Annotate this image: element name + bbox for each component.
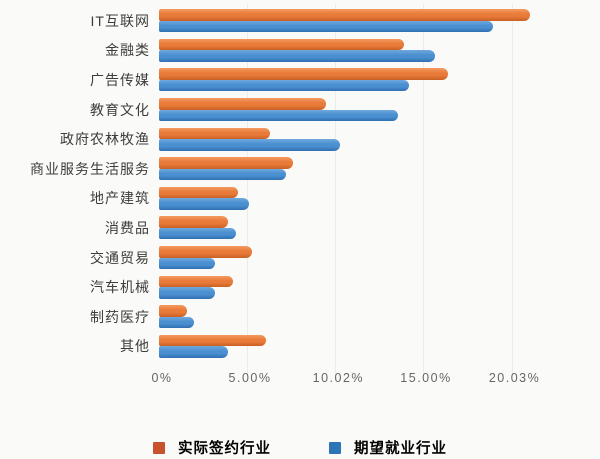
x-tick-label: 20.03% [488, 371, 541, 386]
bar-actual-signed [159, 9, 531, 21]
bar-actual-signed [159, 186, 239, 199]
x-axis: 0% 5.00% 10.02% 15.00% 20.03% [0, 371, 600, 397]
bar-expected [159, 79, 409, 92]
bar-track [159, 334, 600, 358]
category-label: 制药医疗 [90, 308, 150, 325]
legend-swatch-expected [329, 441, 341, 454]
bar-track [159, 157, 600, 181]
chart-row: 汽车机械 [0, 272, 600, 302]
gridlines [0, 4, 600, 376]
bar-expected [159, 20, 494, 33]
chart-row: 地产建筑 [0, 184, 600, 214]
bar-expected [159, 168, 286, 181]
bar-actual-signed [159, 216, 228, 228]
category-label: 汽车机械 [90, 279, 150, 296]
category-label: 广告传媒 [90, 71, 150, 88]
bar-expected [159, 139, 341, 151]
bar-expected [159, 50, 436, 62]
bar-track [159, 9, 600, 33]
category-label: 商业服务生活服务 [30, 160, 150, 177]
category-label: 其他 [120, 338, 150, 355]
chart-row: 教育文化 [0, 95, 600, 125]
chart-row: 其他 [0, 332, 600, 362]
x-tick-label: 5.00% [228, 371, 272, 386]
chart-row: 商业服务生活服务 [0, 154, 600, 184]
chart-row: 广告传媒 [0, 65, 600, 95]
legend-swatch-actual-signed [153, 441, 165, 454]
bar-expected [159, 227, 237, 240]
bar-actual-signed [159, 246, 253, 258]
bar-actual-signed [159, 127, 270, 140]
bar-expected [159, 346, 228, 358]
bar-track [159, 186, 600, 210]
legend-label-actual-signed: 实际签约行业 [178, 441, 271, 458]
legend-item-actual-signed: 实际签约行业 [153, 437, 271, 458]
plot-area: IT互联网金融类广告传媒教育文化政府农林牧渔商业服务生活服务地产建筑消费品交通贸… [0, 4, 600, 397]
category-label: 地产建筑 [90, 190, 150, 207]
category-label: 金融类 [105, 42, 150, 59]
category-label: IT互联网 [90, 12, 150, 29]
bar-expected [159, 287, 216, 299]
x-tick-label: 0% [151, 371, 173, 386]
chart-row: 交通贸易 [0, 243, 600, 273]
bar-track [159, 216, 600, 240]
bar-track [159, 275, 600, 299]
chart-row: 金融类 [0, 36, 600, 66]
bar-expected [159, 316, 195, 329]
bar-actual-signed [159, 334, 267, 347]
chart-row: 制药医疗 [0, 302, 600, 332]
bar-track [159, 246, 600, 270]
x-tick-label: 15.00% [400, 371, 452, 386]
bar-expected [159, 257, 216, 270]
gridline [423, 4, 424, 376]
bar-track [159, 98, 600, 122]
bar-actual-signed [159, 38, 404, 51]
chart-row: IT互联网 [0, 6, 600, 36]
gridline [335, 4, 337, 376]
bar-actual-signed [159, 305, 188, 317]
chart-row: 消费品 [0, 213, 600, 243]
category-label: 交通贸易 [90, 249, 150, 266]
bar-track [159, 68, 600, 92]
gridline [247, 4, 248, 376]
category-label: 政府农林牧渔 [60, 131, 150, 148]
bar-actual-signed [159, 275, 233, 288]
bar-expected [159, 198, 249, 210]
bar-track [159, 127, 600, 151]
bar-track [159, 38, 600, 62]
bar-actual-signed [159, 98, 327, 110]
bar-actual-signed [159, 157, 293, 169]
x-tick-label: 10.02% [312, 371, 365, 386]
bar-actual-signed [159, 68, 448, 80]
bar-expected [159, 109, 399, 122]
legend-label-expected: 期望就业行业 [354, 441, 447, 458]
plot-rows: IT互联网金融类广告传媒教育文化政府农林牧渔商业服务生活服务地产建筑消费品交通贸… [0, 6, 600, 362]
category-label: 教育文化 [90, 101, 150, 118]
chart-row: 政府农林牧渔 [0, 124, 600, 154]
legend-item-expected: 期望就业行业 [329, 437, 447, 458]
bar-track [159, 305, 600, 329]
category-label: 消费品 [105, 219, 150, 236]
gridline [511, 4, 513, 376]
legend: 实际签约行业 期望就业行业 [0, 437, 600, 458]
